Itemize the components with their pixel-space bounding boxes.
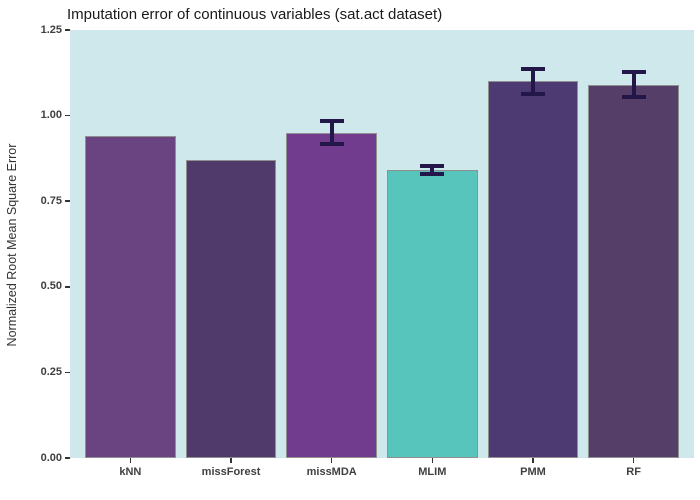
y-tick-mark	[65, 457, 70, 459]
chart-title: Imputation error of continuous variables…	[67, 6, 443, 23]
y-tick-label: 0.50	[40, 280, 62, 293]
y-tick-mark	[65, 114, 70, 117]
error-bar-cap-bottom-PMM	[520, 91, 545, 96]
bar-missMDA	[286, 132, 377, 458]
error-bar-cap-top-MLIM	[420, 164, 445, 169]
y-tick-mark	[65, 29, 70, 31]
x-tick-label-missMDA: missMDA	[306, 466, 357, 478]
x-tick-label-PMM: PMM	[520, 466, 546, 478]
bar-PMM	[487, 81, 579, 458]
bar-missForest	[185, 160, 277, 458]
error-bar-line-RF	[631, 72, 636, 98]
y-tick-label: 1.25	[40, 23, 62, 36]
error-bar-line-PMM	[530, 69, 535, 94]
bar-kNN	[85, 136, 176, 458]
error-bar-cap-bottom-MLIM	[420, 172, 445, 177]
x-tick-label-MLIM: MLIM	[418, 466, 447, 478]
x-tick-mark	[532, 458, 534, 463]
x-tick-label-kNN: kNN	[119, 466, 142, 478]
x-tick-label-RF: RF	[626, 466, 641, 478]
x-tick-mark	[129, 458, 132, 463]
x-tick-mark	[632, 458, 635, 463]
error-bar-line-MLIM	[430, 166, 435, 175]
y-tick-mark	[65, 371, 70, 374]
x-tick-mark	[431, 458, 434, 463]
y-tick-mark	[65, 286, 70, 288]
bar-MLIM	[387, 170, 478, 458]
x-tick-mark	[230, 458, 232, 463]
error-bar-cap-top-RF	[621, 70, 646, 75]
y-tick-label: 1.00	[40, 109, 62, 122]
y-tick-label: 0.00	[40, 451, 62, 464]
y-axis-label: Normalized Root Mean Square Error	[5, 143, 19, 347]
x-tick-label-missForest: missForest	[201, 466, 261, 478]
error-bar-cap-bottom-RF	[621, 95, 646, 100]
error-bar-cap-top-missMDA	[319, 119, 344, 124]
x-tick-mark	[330, 458, 333, 463]
error-bar-cap-bottom-missMDA	[319, 142, 344, 147]
error-bar-cap-top-PMM	[520, 67, 545, 72]
bar-RF	[588, 84, 679, 458]
y-tick-label: 0.25	[40, 365, 62, 378]
y-tick-mark	[65, 200, 70, 202]
y-tick-label: 0.75	[40, 194, 62, 207]
plot-panel	[70, 30, 694, 458]
error-bar-line-missMDA	[329, 121, 334, 144]
